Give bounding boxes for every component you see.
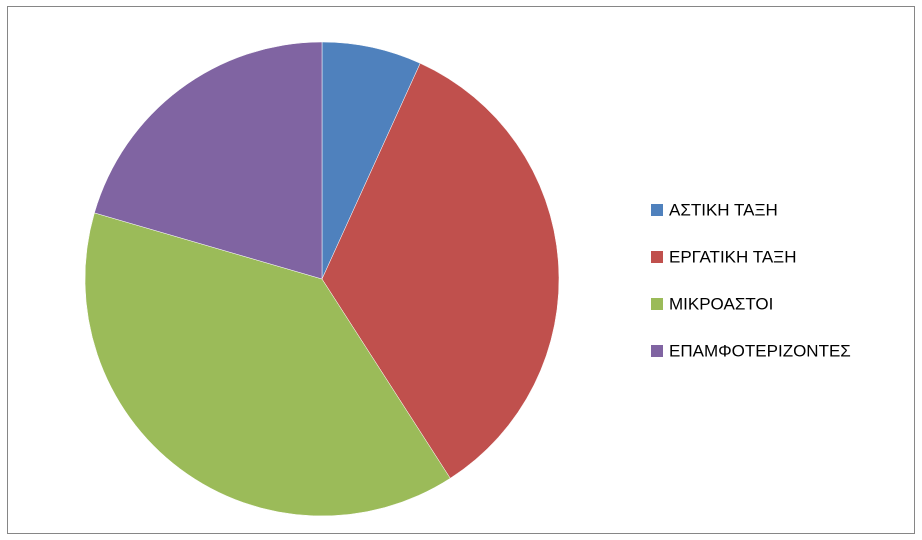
legend-label: ΕΠΑΜΦΟΤΕΡΙΖΟΝΤΕΣ [669, 341, 851, 360]
legend-swatch [651, 298, 663, 310]
legend-swatch [651, 251, 663, 263]
pie-slice [84, 212, 451, 517]
legend-label: ΜΙΚΡΟΑΣΤΟΙ [669, 294, 773, 313]
legend-swatch [651, 204, 663, 216]
pie-slice [321, 62, 560, 479]
pie-slice [94, 41, 323, 280]
legend-swatch [651, 345, 663, 357]
legend-label: ΕΡΓΑΤΙΚΗ ΤΑΞΗ [669, 247, 796, 266]
legend-label: ΑΣΤΙΚΗ ΤΑΞΗ [669, 200, 778, 219]
